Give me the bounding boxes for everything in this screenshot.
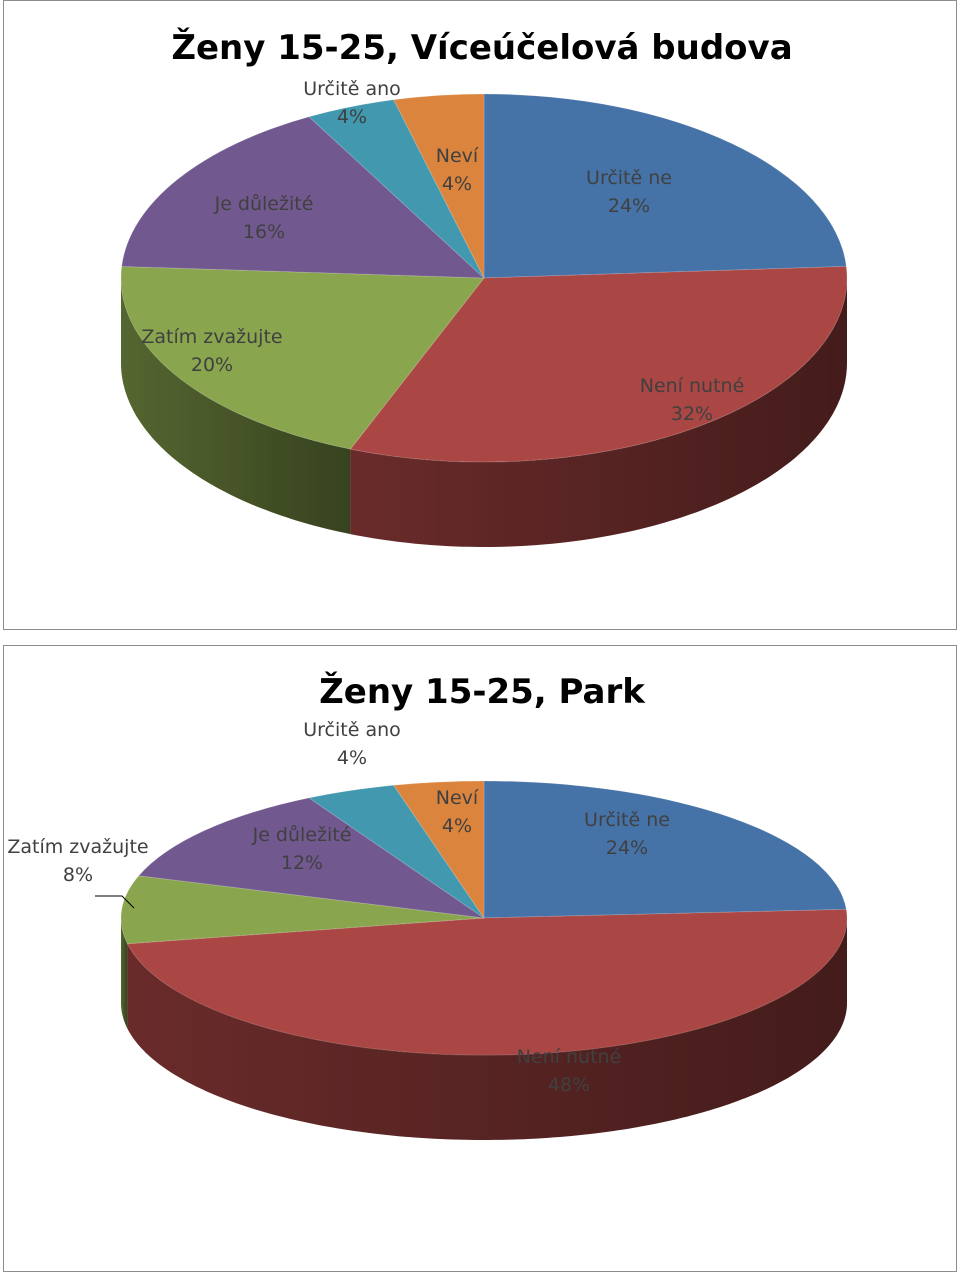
slice-je-dulezite — [137, 797, 485, 919]
side-neni-nutne — [350, 278, 847, 547]
pie-chart-1-svg: Ženy 15-25, Víceúčelová budova Určitě ne… — [120, 27, 848, 547]
slice-zatim-zvazujte — [120, 265, 485, 450]
percent-je-dulezite: 12% — [281, 852, 323, 874]
percent-neni-nutne: 32% — [671, 403, 713, 425]
slice-labels: Určitě ne 24% Není nutné 48% Zatím zvažujte 8… — [7, 719, 670, 1096]
side-neni-nutne — [127, 918, 847, 1140]
percent-zatim-zvazujte: 8% — [63, 864, 93, 886]
label-urcite-ne: Určitě ne — [586, 167, 672, 189]
chart-title: Ženy 15-25, Park — [319, 671, 646, 712]
pie-chart-2-svg: Ženy 15-25, Park Určitě ne 24% Není nutné 4… — [7, 671, 848, 1140]
slice-urcite-ano — [307, 784, 485, 919]
slice-zatim-zvazujte — [120, 875, 485, 945]
label-zatim-zvazujte: Zatím zvažujte — [141, 326, 282, 348]
slice-nevi — [392, 93, 485, 279]
side-zatim-zvazujte — [121, 918, 128, 1029]
percent-urcite-ano: 4% — [337, 747, 367, 769]
pie-depth — [121, 278, 847, 547]
percent-zatim-zvazujte: 20% — [191, 354, 233, 376]
slice-labels: Určitě ne 24% Není nutné 32% Zatím zvažujte 2… — [141, 78, 744, 425]
percent-urcite-ne: 24% — [606, 837, 648, 859]
percent-nevi: 4% — [442, 815, 472, 837]
label-zatim-zvazujte: Zatím zvažujte — [7, 836, 148, 858]
slice-urcite-ne — [483, 780, 847, 919]
label-urcite-ne: Určitě ne — [584, 809, 670, 831]
chart-vic-budova: Ženy 15-25, Víceúčelová budova Určitě ne… — [3, 0, 957, 630]
slice-urcite-ne — [483, 93, 847, 279]
percent-urcite-ne: 24% — [608, 195, 650, 217]
leader-zatim-zvazujte — [95, 895, 135, 909]
pie-slices — [120, 93, 848, 463]
leader-lines — [95, 895, 135, 909]
label-nevi: Neví — [436, 145, 479, 167]
chart-title: Ženy 15-25, Víceúčelová budova — [171, 27, 792, 68]
chart-park: Ženy 15-25, Park Určitě ne 24% Není nutné 4… — [3, 645, 957, 1272]
pie-slices — [120, 780, 848, 1056]
slice-neni-nutne — [349, 265, 848, 463]
label-neni-nutne: Není nutné — [640, 375, 745, 397]
slice-neni-nutne — [126, 908, 848, 1056]
percent-je-dulezite: 16% — [243, 221, 285, 243]
slice-je-dulezite — [121, 116, 486, 279]
label-je-dulezite: Je důležité — [214, 193, 314, 215]
percent-nevi: 4% — [442, 173, 472, 195]
side-zatim-zvazujte — [121, 278, 351, 535]
percent-neni-nutne: 48% — [548, 1074, 590, 1096]
label-nevi: Neví — [436, 787, 479, 809]
label-urcite-ano: Určitě ano — [303, 719, 401, 741]
pie-depth — [121, 918, 847, 1140]
percent-urcite-ano: 4% — [337, 106, 367, 128]
label-urcite-ano: Určitě ano — [303, 78, 401, 100]
label-neni-nutne: Není nutné — [517, 1046, 622, 1068]
slice-urcite-ano — [308, 99, 485, 279]
slice-nevi — [392, 780, 485, 920]
label-je-dulezite: Je důležité — [252, 824, 352, 846]
